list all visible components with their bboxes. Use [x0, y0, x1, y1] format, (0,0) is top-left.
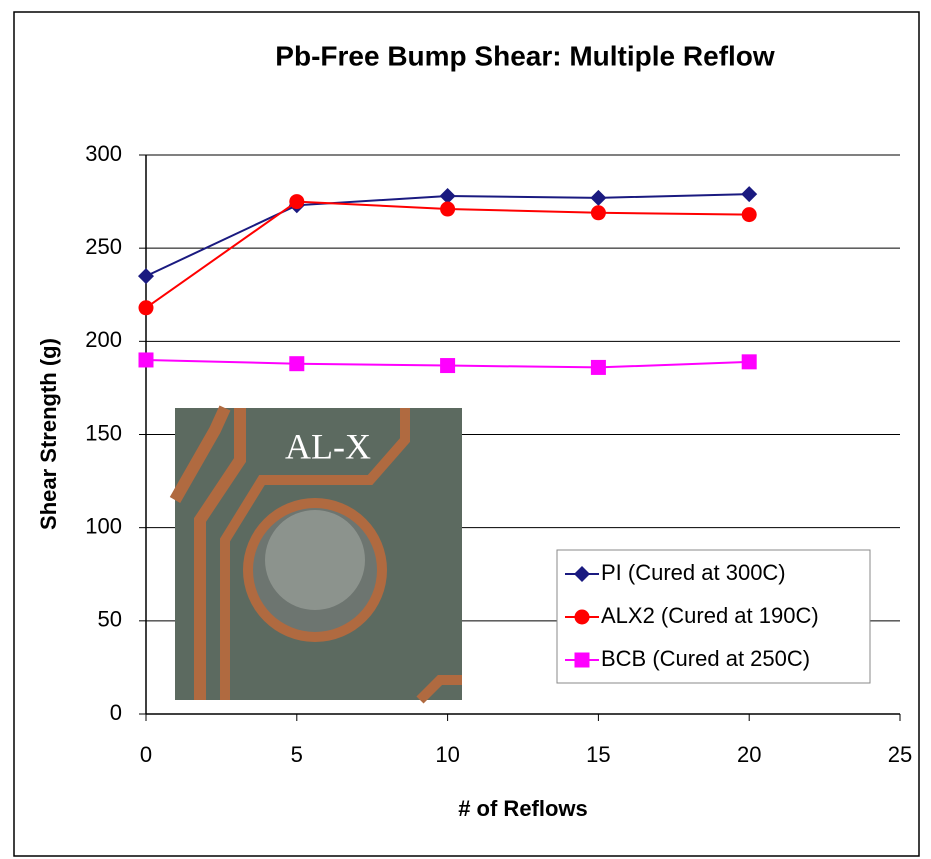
marker — [741, 186, 758, 203]
marker — [289, 194, 305, 210]
plot — [138, 186, 758, 375]
photo-trace — [220, 408, 410, 700]
x-tick-label: 20 — [737, 742, 761, 767]
inset-label: AL-X — [285, 426, 371, 466]
marker — [590, 205, 606, 221]
marker — [590, 189, 607, 206]
marker — [741, 354, 757, 370]
marker — [440, 201, 456, 217]
x-tick-label: 0 — [140, 742, 152, 767]
marker — [741, 207, 757, 223]
inset-photo: AL-X — [169, 405, 462, 704]
x-axis-label: # of Reflows — [458, 796, 588, 821]
y-tick-label: 50 — [98, 607, 122, 632]
legend: PI (Cured at 300C) ALX2 (Cured at 190C) BC… — [556, 549, 871, 684]
y-tick-label: 0 — [110, 700, 122, 725]
legend-label: ALX2 (Cured at 190C) — [601, 603, 819, 628]
legend-label: PI (Cured at 300C) — [601, 560, 786, 585]
x-tick-label: 15 — [586, 742, 610, 767]
legend-marker — [574, 566, 590, 582]
legend-marker — [574, 652, 590, 668]
marker — [289, 356, 305, 372]
y-tick-label: 300 — [85, 141, 122, 166]
x-tick-label: 5 — [291, 742, 303, 767]
legend-label: BCB (Cured at 250C) — [601, 646, 810, 671]
y-tick-label: 200 — [85, 327, 122, 352]
y-tick-label: 250 — [85, 234, 122, 259]
marker — [138, 300, 154, 316]
marker — [440, 358, 456, 374]
photo-trace — [169, 405, 246, 700]
marker — [138, 268, 154, 285]
chart-title: Pb-Free Bump Shear: Multiple Reflow — [275, 40, 775, 71]
grid: 0 50 100 150 200 250 300 0 5 10 15 20 25 — [85, 141, 912, 767]
marker — [439, 187, 456, 204]
y-axis-label: Shear Strength (g) — [36, 338, 61, 530]
y-tick-label: 150 — [85, 420, 122, 445]
x-tick-label: 25 — [888, 742, 912, 767]
marker — [138, 352, 154, 368]
x-tick-label: 10 — [435, 742, 459, 767]
legend-box — [556, 549, 871, 684]
photo-bump-center — [265, 510, 365, 610]
photo-trace — [416, 675, 462, 704]
legend-marker — [574, 609, 590, 625]
y-tick-label: 100 — [85, 513, 122, 538]
marker — [590, 359, 606, 375]
